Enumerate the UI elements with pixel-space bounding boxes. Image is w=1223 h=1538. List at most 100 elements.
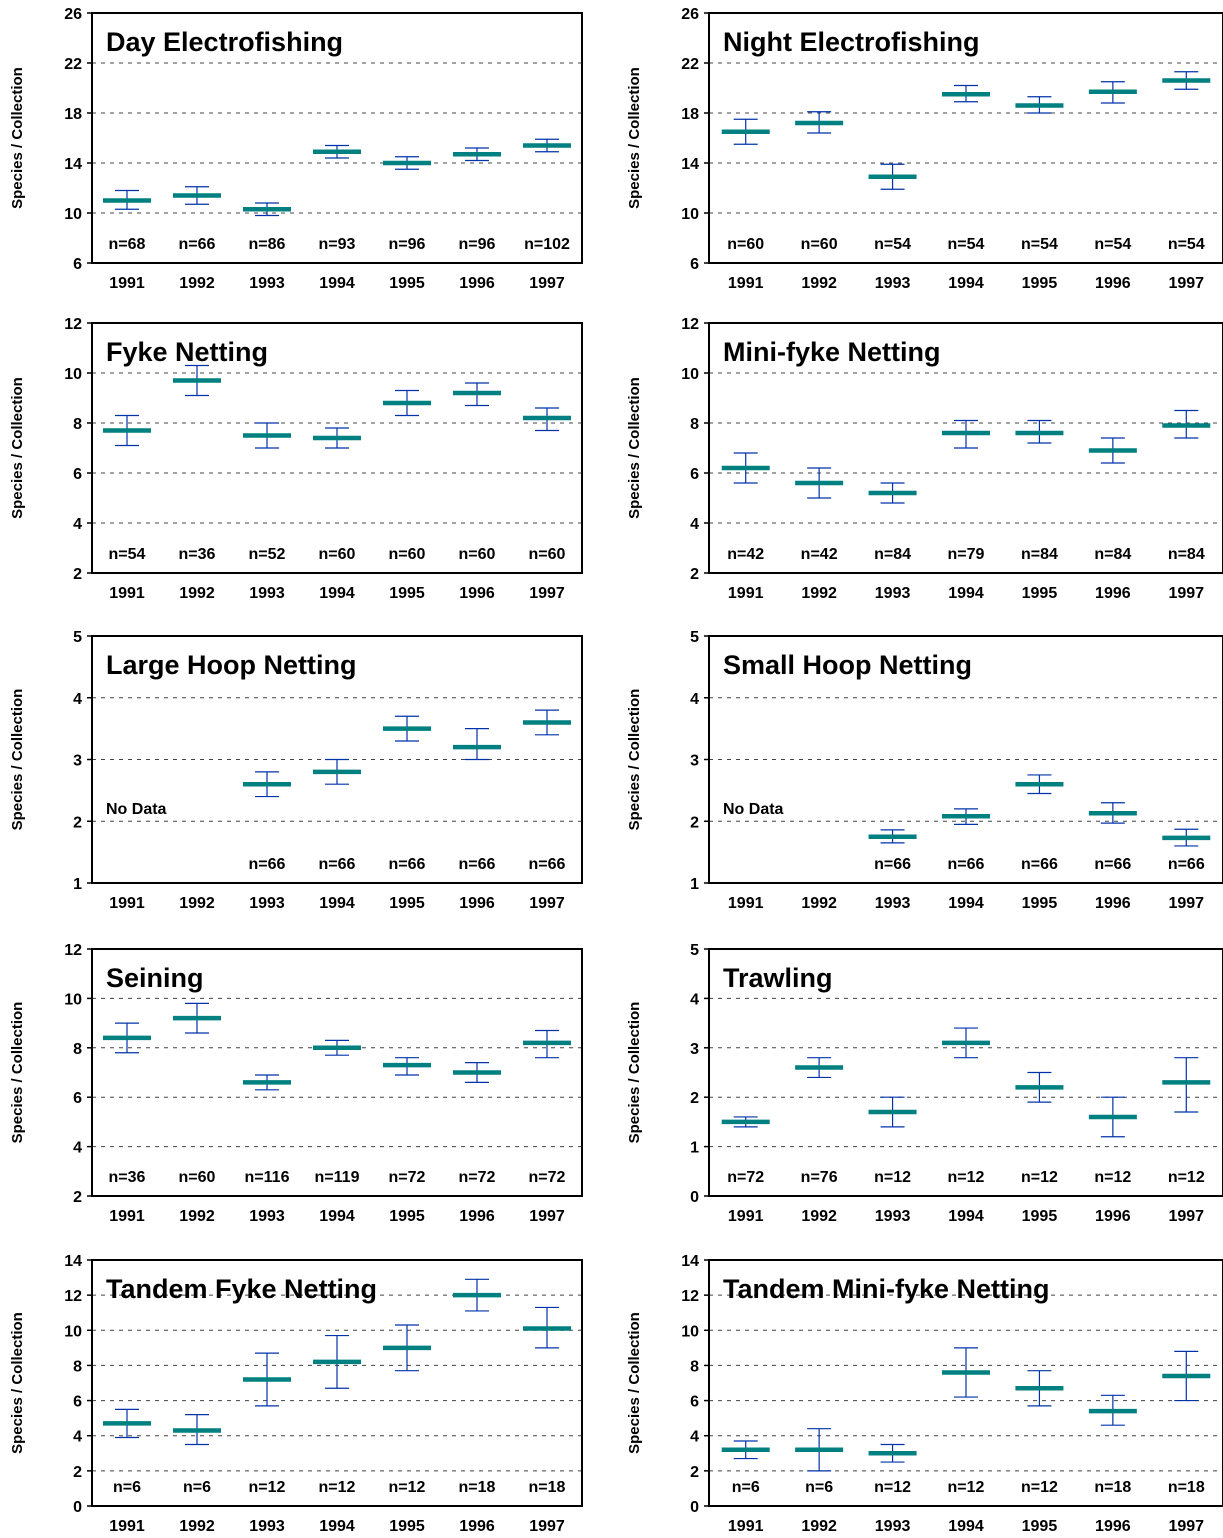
x-tick-label: 1991	[728, 895, 764, 912]
y-tick-label: 8	[73, 416, 82, 433]
y-axis-title: Species / Collection	[9, 689, 26, 831]
x-tick-label: 1996	[1095, 1518, 1131, 1535]
x-tick-label: 1995	[1022, 275, 1058, 292]
chart-panel: 0 2 4 6 8 10 12 14 Species / Collection Tandem Mi…	[626, 1253, 1223, 1535]
y-tick-label: 2	[690, 814, 699, 831]
no-data-label: No Data	[723, 801, 784, 818]
y-tick-label: 8	[690, 416, 699, 433]
sample-size-label: n=86	[249, 236, 286, 253]
sample-size-label: n=66	[874, 856, 911, 873]
sample-size-label: n=93	[319, 236, 356, 253]
sample-size-label: n=12	[874, 1169, 911, 1186]
y-tick-label: 22	[64, 56, 82, 73]
y-tick-label: 22	[681, 56, 699, 73]
sample-size-label: n=54	[948, 236, 985, 253]
sample-size-label: n=12	[389, 1479, 426, 1496]
sample-size-label: n=60	[727, 236, 764, 253]
sample-size-label: n=12	[249, 1479, 286, 1496]
y-tick-label: 26	[64, 6, 82, 23]
y-tick-label: 14	[681, 156, 699, 173]
x-tick-label: 1995	[389, 275, 425, 292]
y-tick-label: 0	[690, 1499, 699, 1516]
x-tick-label: 1994	[319, 1208, 355, 1225]
x-tick-label: 1995	[389, 1518, 425, 1535]
chart-title: Small Hoop Netting	[723, 650, 972, 680]
x-tick-label: 1993	[249, 895, 285, 912]
y-tick-label: 0	[73, 1499, 82, 1516]
x-tick-label: 1993	[875, 1518, 911, 1535]
sample-size-label: n=66	[1168, 856, 1205, 873]
chart-title: Mini-fyke Netting	[723, 337, 941, 367]
error-bar	[1174, 1057, 1199, 1113]
sample-size-label: n=18	[1168, 1479, 1205, 1496]
x-tick-label: 1992	[801, 1208, 837, 1225]
sample-size-label: n=66	[179, 236, 216, 253]
chart-panel: 0 1 2 3 4 5 Species / Collection Trawling 1991 19…	[626, 942, 1223, 1225]
sample-size-label: n=12	[319, 1479, 356, 1496]
sample-size-label: n=12	[874, 1479, 911, 1496]
x-tick-label: 1997	[1168, 1518, 1204, 1535]
y-tick-label: 6	[73, 1394, 82, 1411]
x-tick-label: 1996	[459, 1518, 495, 1535]
y-tick-label: 5	[690, 629, 699, 646]
no-data-label: No Data	[106, 801, 167, 818]
x-tick-label: 1992	[801, 895, 837, 912]
x-tick-label: 1991	[728, 1208, 764, 1225]
y-tick-label: 10	[681, 366, 699, 383]
sample-size-label: n=52	[249, 546, 286, 563]
y-tick-label: 6	[690, 1394, 699, 1411]
sample-size-label: n=54	[874, 236, 911, 253]
y-tick-label: 10	[681, 1323, 699, 1340]
y-tick-label: 4	[73, 691, 82, 708]
x-tick-label: 1995	[1022, 1518, 1058, 1535]
sample-size-label: n=42	[727, 546, 764, 563]
x-tick-label: 1994	[319, 275, 355, 292]
sample-size-label: n=60	[459, 546, 496, 563]
sample-size-label: n=54	[109, 546, 146, 563]
x-tick-label: 1997	[1168, 275, 1204, 292]
sample-size-label: n=54	[1021, 236, 1058, 253]
chart-title: Tandem Mini-fyke Netting	[723, 1274, 1050, 1304]
sample-size-label: n=76	[801, 1169, 838, 1186]
y-tick-label: 4	[73, 516, 82, 533]
y-tick-label: 4	[73, 1140, 82, 1157]
sample-size-label: n=18	[1094, 1479, 1131, 1496]
y-tick-label: 12	[681, 1288, 699, 1305]
sample-size-label: n=60	[179, 1169, 216, 1186]
x-tick-label: 1997	[529, 585, 565, 602]
x-tick-label: 1996	[459, 895, 495, 912]
sample-size-label: n=60	[801, 236, 838, 253]
x-tick-label: 1997	[529, 895, 565, 912]
sample-size-label: n=66	[459, 856, 496, 873]
chart-title: Seining	[106, 963, 204, 993]
sample-size-label: n=36	[179, 546, 216, 563]
y-tick-label: 10	[64, 1323, 82, 1340]
x-tick-label: 1992	[179, 1208, 215, 1225]
chart-title: Fyke Netting	[106, 337, 268, 367]
y-tick-label: 8	[73, 1358, 82, 1375]
x-tick-label: 1991	[728, 585, 764, 602]
x-tick-label: 1992	[179, 585, 215, 602]
x-tick-label: 1996	[1095, 1208, 1131, 1225]
x-tick-label: 1992	[179, 275, 215, 292]
x-tick-label: 1997	[529, 1518, 565, 1535]
x-tick-label: 1992	[179, 1518, 215, 1535]
sample-size-label: n=72	[529, 1169, 566, 1186]
x-tick-label: 1993	[875, 895, 911, 912]
chart-panel: 1 2 3 4 5 Species / Collection Large Hoop Nett…	[9, 629, 583, 912]
sample-size-label: n=60	[529, 546, 566, 563]
y-axis-title: Species / Collection	[626, 67, 643, 209]
y-tick-label: 6	[73, 1090, 82, 1107]
sample-size-label: n=96	[389, 236, 426, 253]
plot-frame	[91, 1259, 583, 1507]
chart-panel: 2 4 6 8 10 12 Species / Collection Fyke Netting…	[9, 316, 583, 602]
sample-size-label: n=68	[109, 236, 146, 253]
sample-size-label: n=18	[459, 1479, 496, 1496]
sample-size-label: n=60	[389, 546, 426, 563]
chart-panel: 6 10 14 18 22 26 Species / Collection Night Ele…	[626, 6, 1223, 292]
y-tick-label: 6	[690, 466, 699, 483]
y-tick-label: 12	[64, 316, 82, 333]
sample-size-label: n=6	[805, 1479, 833, 1496]
sample-size-label: n=102	[524, 236, 570, 253]
